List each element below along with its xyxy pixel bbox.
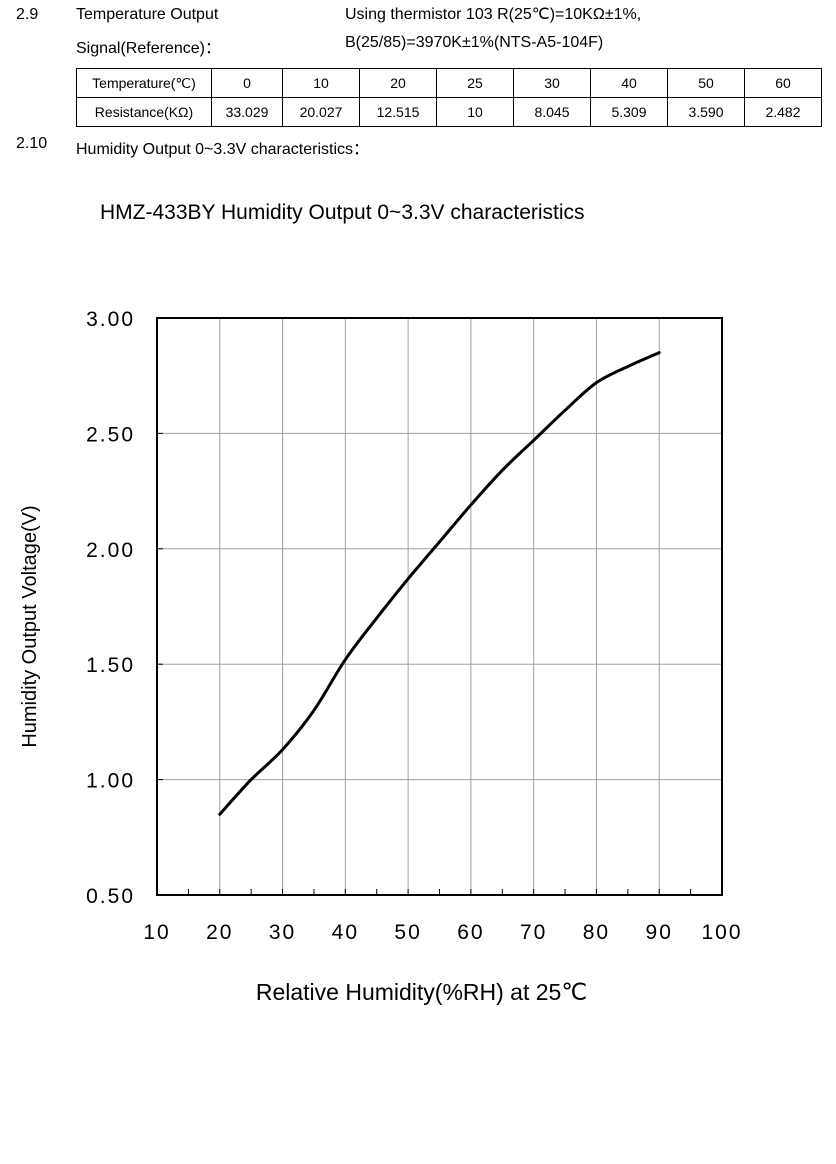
- table-cell: 12.515: [359, 97, 437, 127]
- section-desc: B(25/85)=3970K±1%(NTS-A5-104F): [345, 34, 604, 51]
- table-row: Resistance(KΩ) 33.029 20.027 12.515 10 8…: [76, 97, 822, 127]
- y-tick-label: 3.00: [86, 308, 135, 331]
- table-cell: 33.029: [211, 97, 283, 127]
- y-tick-label: 2.50: [86, 423, 135, 446]
- section-label: Temperature Output: [76, 6, 219, 23]
- table-cell: 5.309: [590, 97, 668, 127]
- table-row: Temperature(℃) 0 10 20 25 30 40 50 60: [76, 68, 822, 98]
- section-number: 2.10: [16, 135, 48, 152]
- table-cell: 20: [359, 68, 437, 98]
- x-tick-label: 90: [646, 921, 673, 944]
- x-axis-label: Relative Humidity(%RH) at 25℃: [256, 979, 587, 1005]
- y-tick-label: 2.00: [86, 539, 135, 562]
- y-tick-label: 0.50: [86, 885, 135, 908]
- thermistor-table: Temperature(℃) 0 10 20 25 30 40 50 60 Re…: [76, 68, 822, 127]
- chart-title: HMZ-433BY Humidity Output 0~3.3V charact…: [100, 201, 585, 224]
- x-tick-label: 10: [143, 921, 170, 944]
- x-tick-label: 30: [269, 921, 296, 944]
- section-label: Humidity Output 0~3.3V characteristics：: [76, 141, 370, 158]
- section-number: 2.9: [16, 6, 39, 23]
- x-tick-label: 80: [583, 921, 610, 944]
- plot-frame: [156, 317, 723, 896]
- table-cell: 25: [436, 68, 514, 98]
- x-tick-label: 60: [457, 921, 484, 944]
- table-cell: 3.590: [667, 97, 745, 127]
- voltage-curve: [218, 351, 661, 816]
- x-tick-label: 100: [701, 921, 742, 944]
- x-tick-label: 50: [394, 921, 421, 944]
- x-tick-label: 40: [332, 921, 359, 944]
- section-label: Signal(Reference)：: [76, 40, 221, 57]
- y-tick-label: 1.50: [86, 654, 135, 677]
- table-cell: 10: [436, 97, 514, 127]
- table-cell: 40: [590, 68, 668, 98]
- table-cell: 2.482: [744, 97, 822, 127]
- table-cell: Temperature(℃): [76, 68, 212, 98]
- table-cell: 20.027: [282, 97, 360, 127]
- y-tick-label: 1.00: [86, 770, 135, 793]
- table-cell: 10: [282, 68, 360, 98]
- table-cell: 8.045: [513, 97, 591, 127]
- x-tick-label: 70: [520, 921, 547, 944]
- x-tick-label: 20: [206, 921, 233, 944]
- section-desc: Using thermistor 103 R(25℃)=10KΩ±1%,: [345, 6, 642, 23]
- y-axis-label: Humidity Output Voltage(V): [19, 505, 41, 747]
- table-cell: Resistance(KΩ): [76, 97, 212, 127]
- table-cell: 60: [744, 68, 822, 98]
